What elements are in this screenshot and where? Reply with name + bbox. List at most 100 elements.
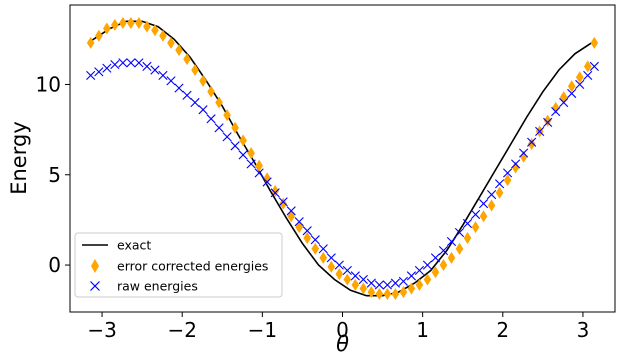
- raw-energy-point: [198, 105, 208, 115]
- raw-energy-point: [358, 274, 368, 285]
- raw-energy-point: [414, 265, 425, 276]
- raw-energy-point: [454, 227, 465, 238]
- raw-energy-point: [382, 280, 392, 290]
- raw-energy-point: [150, 65, 160, 75]
- raw-energy-point: [294, 217, 304, 227]
- raw-energy-point: [462, 218, 473, 229]
- error-corrected-point: [583, 60, 592, 73]
- legend-label-error-corrected: error corrected energies: [117, 259, 268, 274]
- error-corrected-point: [327, 260, 336, 273]
- x-tick-label: 2: [496, 318, 509, 342]
- raw-energy-point: [270, 188, 280, 198]
- raw-energy-point: [326, 253, 336, 263]
- raw-energy-point: [302, 226, 312, 236]
- error-corrected-point: [319, 251, 328, 264]
- legend-box: [74, 232, 283, 298]
- error-corrected-point: [159, 29, 167, 42]
- error-corrected-point: [447, 251, 456, 264]
- error-corrected-point: [207, 85, 215, 98]
- error-corrected-point: [375, 287, 384, 300]
- raw-energy-point: [551, 106, 561, 117]
- raw-energy-point: [262, 177, 272, 187]
- raw-energy-point: [575, 79, 585, 90]
- error-corrected-point: [191, 64, 199, 77]
- error-corrected-point: [343, 273, 352, 286]
- y-axis-label: Energy: [7, 121, 31, 195]
- error-corrected-point: [567, 80, 576, 93]
- raw-energy-point: [142, 61, 152, 71]
- error-corrected-point: [391, 287, 400, 300]
- error-corrected-point: [143, 20, 151, 33]
- raw-energy-point: [94, 67, 104, 77]
- raw-energy-point: [158, 70, 168, 81]
- legend-diamond-marker: [91, 259, 99, 273]
- raw-energy-point: [543, 117, 553, 127]
- error-corrected-point: [151, 24, 159, 37]
- raw-energy-point: [486, 190, 497, 200]
- raw-energy-point: [182, 90, 192, 100]
- error-corrected-point: [119, 17, 127, 30]
- raw-energy-point: [398, 276, 409, 286]
- error-corrected-point: [415, 278, 424, 291]
- y-tick-label: 0: [48, 253, 61, 277]
- raw-energy-point: [478, 199, 489, 209]
- raw-energy-point: [422, 260, 433, 270]
- series-exact-line: [90, 20, 595, 297]
- raw-energy-point: [567, 88, 577, 99]
- error-corrected-point: [127, 17, 135, 30]
- raw-energy-point: [446, 236, 457, 247]
- raw-energy-point: [254, 168, 264, 178]
- raw-energy-point: [174, 83, 184, 93]
- raw-energy-point: [470, 209, 481, 220]
- error-corrected-point: [135, 17, 143, 30]
- raw-energy-point: [278, 197, 288, 207]
- raw-energy-point: [503, 168, 513, 178]
- raw-energy-point: [511, 159, 521, 169]
- error-corrected-point: [255, 159, 263, 172]
- raw-energy-point: [166, 76, 176, 86]
- error-corrected-point: [103, 22, 111, 35]
- raw-energy-point: [118, 58, 128, 68]
- y-axis-ticks: 0 5 10: [36, 72, 70, 277]
- error-corrected-point: [455, 242, 464, 255]
- error-corrected-point: [503, 174, 512, 187]
- error-corrected-point: [95, 29, 103, 42]
- error-corrected-point: [351, 278, 360, 291]
- error-corrected-point: [359, 282, 368, 295]
- x-tick-label: 3: [577, 318, 590, 342]
- raw-energy-point: [134, 58, 144, 68]
- error-corrected-point: [199, 74, 207, 87]
- x-axis-label: θ: [336, 332, 349, 356]
- raw-energy-point: [342, 265, 352, 276]
- error-corrected-point: [231, 121, 239, 134]
- x-tick-label: −1: [248, 318, 277, 342]
- raw-energy-point: [214, 123, 224, 133]
- error-corrected-point: [175, 44, 183, 57]
- raw-energy-point: [190, 97, 200, 108]
- error-corrected-point: [367, 286, 376, 299]
- legend: exact error corrected energies raw energ…: [74, 232, 283, 298]
- raw-energy-point: [390, 278, 400, 288]
- error-corrected-point: [383, 287, 392, 300]
- raw-energy-point: [350, 271, 360, 281]
- legend-label-exact: exact: [117, 238, 151, 253]
- legend-label-raw: raw energies: [117, 279, 198, 294]
- raw-energy-point: [318, 244, 328, 254]
- error-corrected-point: [167, 36, 175, 49]
- x-axis-ticks: −3 −2 −1 0 1 2 3: [87, 312, 589, 342]
- error-corrected-point: [407, 282, 416, 295]
- error-corrected-point: [86, 36, 95, 49]
- x-tick-label: −3: [87, 318, 116, 342]
- x-tick-label: 0: [336, 318, 349, 342]
- error-corrected-point: [263, 172, 271, 185]
- raw-energy-point: [374, 280, 384, 290]
- raw-energy-point: [310, 235, 320, 245]
- chart-marks: [86, 17, 599, 300]
- raw-energy-point: [334, 260, 344, 270]
- y-tick-label: 10: [36, 72, 61, 96]
- raw-energy-point: [366, 278, 376, 288]
- raw-energy-point: [519, 148, 529, 158]
- raw-energy-point: [110, 60, 120, 70]
- raw-energy-point: [286, 206, 296, 216]
